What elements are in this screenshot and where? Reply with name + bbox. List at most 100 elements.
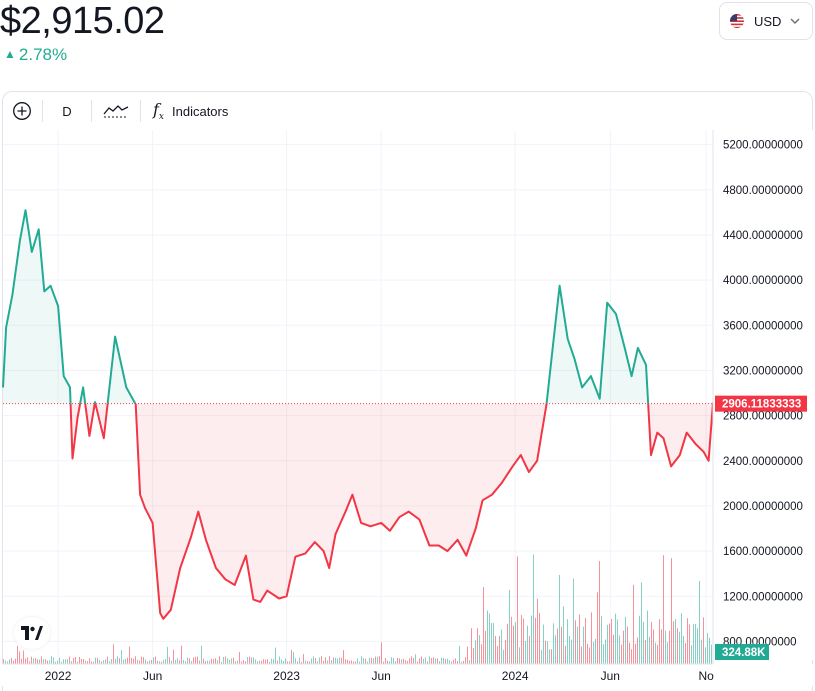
volume-bar [257,661,258,664]
volume-bar [311,658,312,664]
toolbar-divider [42,100,43,122]
volume-bar [47,660,48,664]
volume-bar [67,659,68,664]
volume-bar [165,659,166,664]
volume-bar [125,658,126,664]
volume-bar [107,656,108,664]
volume-bar [675,619,676,664]
volume-bar [407,660,408,664]
volume-bar [333,657,334,664]
volume-bar [497,645,498,664]
volume-bar [247,657,248,664]
volume-bar [421,656,422,664]
volume-bar [113,644,114,664]
volume-bar [309,661,310,664]
volume-bar [301,661,302,664]
volume-bar [287,661,288,664]
volume-bar [181,645,182,664]
up-triangle-icon: ▲ [4,47,16,61]
volume-bar [225,656,226,664]
price-lines [2,209,714,620]
price-change-percent: 2.78% [18,45,68,64]
volume-bar [547,641,548,664]
volume-bar [343,650,344,664]
volume-bar [185,661,186,664]
volume-bar [105,659,106,664]
price-value: $2,915.02 [0,0,165,42]
volume-bar [217,660,218,664]
interval-button[interactable]: D [62,103,72,119]
add-symbol-button[interactable] [2,97,42,125]
volume-bar [3,659,4,664]
volume-bar [405,660,406,664]
volume-bar [659,619,660,664]
volume-bar [43,659,44,664]
volume-bar [57,660,58,664]
volume-bar [495,636,496,664]
volume-bar [689,624,690,664]
volume-bar [383,661,384,664]
area-below-baseline [70,403,713,619]
volume-bar [177,658,178,664]
volume-bar [601,615,602,664]
volume-bar [429,656,430,664]
volume-bar [271,658,272,664]
volume-bar [575,620,576,664]
y-tick-label: 4400.00000000 [723,230,803,242]
volume-bar [59,657,60,664]
volume-bar [357,658,358,664]
volume-bar [399,658,400,664]
volume-bar [709,637,710,664]
y-tick-label: 4000.00000000 [723,275,803,287]
volume-bar [553,623,554,664]
volume-bar [289,661,290,664]
volume-bar [427,661,428,664]
volume-bar [615,613,616,664]
price-line-above [2,209,714,404]
volume-bar [81,659,82,664]
volume-bar [411,656,412,664]
volume-bar [269,661,270,664]
volume-bar [163,659,164,664]
volume-bar [319,657,320,664]
tradingview-logo-icon[interactable] [14,617,50,649]
volume-bar [465,657,466,664]
volume-bar [379,656,380,664]
volume-bar [461,661,462,664]
volume-bar [375,656,376,664]
currency-selector[interactable]: USD [719,2,813,40]
volume-bar [313,656,314,664]
baseline-tag-label: 2906.11833333 [722,399,801,411]
volume-bar [629,642,630,664]
volume-bar [543,624,544,664]
price-change: ▲ 2.78% [4,45,67,65]
volume-bar [395,661,396,664]
price-axis: 800.000000001200.000000001600.0000000020… [723,140,803,649]
volume-bar [423,658,424,664]
price-scale-bg [713,130,815,660]
volume-bar [397,657,398,664]
volume-bar [413,658,414,664]
volume-bar [607,624,608,664]
volume-bar [609,623,610,664]
volume-bar [351,660,352,664]
volume-bar [679,631,680,664]
volume-bar [415,654,416,664]
volume-bar [191,661,192,664]
volume-bar [251,657,252,664]
volume-bar [147,661,148,664]
volume-bar [655,642,656,664]
volume-bar [453,659,454,664]
volume-bar [69,656,70,664]
volume-bar [647,610,648,664]
chart-style-button[interactable] [92,97,140,125]
volume-bar [515,622,516,664]
volume-bar [55,661,56,664]
indicators-button[interactable]: fx Indicators [141,97,228,125]
volume-bar [65,659,66,664]
volume-bar [511,616,512,664]
volume-bar [195,656,196,664]
chart-grid [3,130,713,664]
volume-bar [211,659,212,664]
